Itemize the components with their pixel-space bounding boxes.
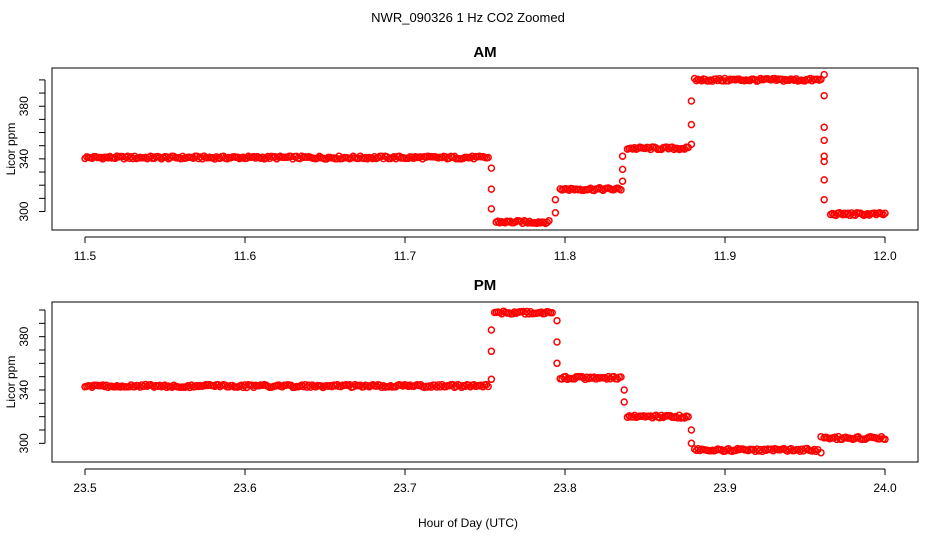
data-point bbox=[484, 153, 492, 162]
transition-point bbox=[687, 439, 696, 448]
transition-point bbox=[687, 97, 696, 105]
x-tick-label: 23.5 bbox=[73, 481, 97, 495]
y-axis-label: Licor ppm bbox=[4, 356, 18, 409]
panel-title: AM bbox=[473, 44, 496, 61]
x-tick-label: 11.6 bbox=[234, 249, 257, 263]
data-segment bbox=[623, 143, 692, 154]
transition-point bbox=[820, 136, 828, 145]
data-point bbox=[870, 209, 879, 217]
plot-frame bbox=[51, 301, 919, 463]
data-point bbox=[543, 218, 551, 227]
x-tick-label: 11.9 bbox=[714, 249, 737, 263]
transition-point bbox=[487, 375, 496, 384]
transition-point bbox=[820, 176, 828, 184]
transition-point bbox=[487, 164, 496, 172]
transition-point bbox=[687, 140, 696, 149]
y-tick-label: 340 bbox=[17, 380, 31, 400]
y-axis-label: Licor ppm bbox=[4, 123, 18, 176]
data-segment bbox=[81, 380, 492, 392]
data-point bbox=[545, 216, 553, 225]
transition-point bbox=[820, 123, 828, 132]
figure-title: NWR_090326 1 Hz CO2 Zoomed bbox=[371, 10, 565, 25]
data-point bbox=[482, 380, 491, 389]
x-tick-label: 23.8 bbox=[553, 481, 577, 495]
transition-point bbox=[817, 432, 825, 441]
data-point bbox=[881, 209, 889, 218]
transition-point bbox=[620, 398, 628, 406]
transition-point bbox=[817, 448, 825, 457]
transition-point bbox=[618, 165, 627, 174]
transition-point bbox=[687, 426, 696, 434]
transition-point bbox=[618, 152, 627, 160]
transition-point bbox=[551, 195, 560, 204]
data-segment bbox=[492, 216, 553, 228]
x-tick-label: 23.9 bbox=[713, 481, 737, 495]
transition-point bbox=[620, 386, 628, 394]
y-tick-label: 380 bbox=[17, 96, 31, 116]
transition-point bbox=[820, 70, 828, 79]
data-segment bbox=[490, 307, 556, 318]
transition-point bbox=[820, 157, 828, 166]
transition-point bbox=[553, 338, 561, 346]
data-segment bbox=[556, 372, 625, 384]
pm-panel: PM 23.5 23.6 23.7 23.8 23.9 24.0 300 340 380 Licor… bbox=[4, 277, 919, 495]
x-tick-label: 24.0 bbox=[873, 481, 897, 495]
data-point bbox=[684, 412, 692, 421]
transition-point bbox=[553, 359, 561, 368]
transition-point bbox=[687, 120, 696, 129]
x-axis-label: Hour of Day (UTC) bbox=[418, 516, 518, 530]
x-tick-label: 23.7 bbox=[393, 481, 417, 495]
transition-point bbox=[618, 177, 627, 185]
x-tick-label: 11.5 bbox=[74, 249, 97, 263]
x-tick-label: 23.6 bbox=[233, 481, 257, 495]
data-point bbox=[680, 414, 689, 422]
y-tick-label: 300 bbox=[17, 433, 31, 453]
x-tick-label: 11.8 bbox=[554, 249, 577, 263]
data-segment bbox=[81, 152, 492, 163]
y-tick-label: 380 bbox=[17, 326, 31, 346]
data-point bbox=[484, 382, 492, 391]
am-panel: AM 11.5 11.6 11.7 11.8 11.9 12.0 300 340 380 Licor… bbox=[4, 44, 919, 263]
data-segment bbox=[690, 444, 822, 456]
y-tick-label: 340 bbox=[17, 149, 31, 169]
transition-point bbox=[487, 347, 496, 356]
data-segment bbox=[556, 183, 625, 195]
data-segment bbox=[623, 411, 692, 422]
transition-point bbox=[551, 209, 560, 217]
transition-point bbox=[487, 205, 496, 213]
data-segment bbox=[690, 74, 825, 85]
transition-point bbox=[553, 316, 561, 325]
transition-point bbox=[820, 195, 828, 204]
panel-title: PM bbox=[474, 277, 497, 294]
data-point bbox=[863, 209, 872, 218]
transition-point bbox=[820, 91, 828, 100]
transition-point bbox=[487, 185, 496, 193]
transition-point bbox=[487, 326, 496, 334]
data-point bbox=[548, 308, 556, 317]
data-point bbox=[810, 445, 818, 454]
data-point bbox=[680, 145, 689, 153]
data-segment bbox=[826, 209, 889, 220]
data-point bbox=[617, 373, 625, 381]
data-point bbox=[617, 186, 625, 194]
x-tick-label: 11.7 bbox=[394, 249, 417, 263]
x-tick-label: 12.0 bbox=[873, 249, 897, 263]
data-point bbox=[881, 435, 889, 444]
y-tick-label: 300 bbox=[17, 201, 31, 221]
data-segment bbox=[820, 432, 889, 444]
plot-frame bbox=[51, 67, 919, 231]
